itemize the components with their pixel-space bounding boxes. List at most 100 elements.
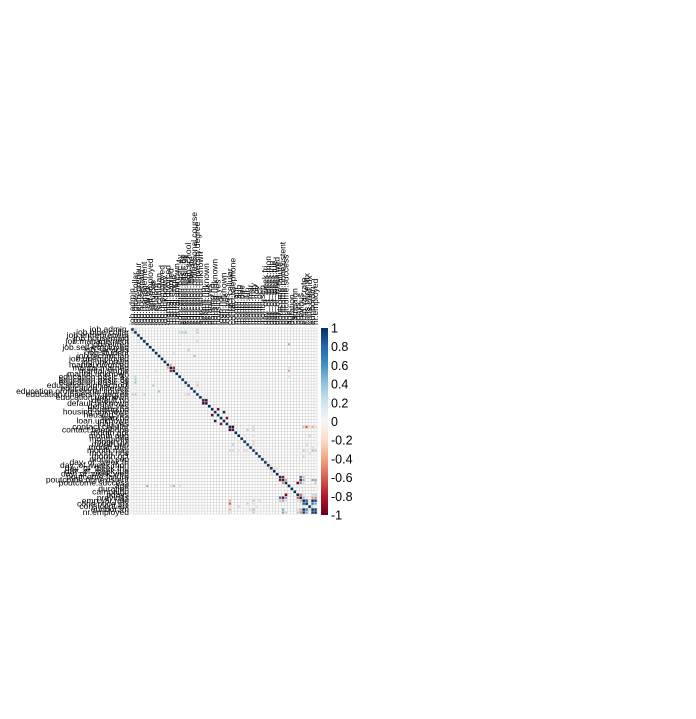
column-label: loan.yes bbox=[222, 293, 232, 325]
heatmap-cell bbox=[204, 401, 208, 405]
colorbar-tick-label: 0 bbox=[331, 415, 338, 429]
heatmap-cell bbox=[249, 446, 253, 450]
heatmap-cell bbox=[196, 340, 199, 343]
heatmap-cell bbox=[264, 464, 267, 466]
heatmap-cell bbox=[145, 342, 149, 346]
column-label: education.basic.4y bbox=[174, 254, 184, 325]
heatmap-cell bbox=[246, 449, 249, 452]
heatmap-cell bbox=[187, 393, 190, 396]
column-label: job.management bbox=[139, 261, 149, 326]
heatmap-cell bbox=[252, 503, 255, 505]
column-label: education.professional.course bbox=[189, 212, 199, 325]
heatmap-cell bbox=[284, 481, 288, 485]
heatmap-cell bbox=[284, 496, 288, 499]
heatmap-cell bbox=[181, 378, 185, 382]
heatmap-cell bbox=[269, 466, 273, 470]
column-label: contact.telephone bbox=[227, 258, 237, 325]
heatmap-cell bbox=[169, 363, 172, 366]
heatmap-cell bbox=[285, 499, 287, 502]
heatmap-cell bbox=[302, 508, 306, 512]
heatmap-cell bbox=[134, 393, 137, 396]
row-label: month.jun bbox=[92, 439, 130, 449]
heatmap-cell bbox=[285, 511, 287, 514]
column-label: marital.divorced bbox=[163, 265, 173, 325]
heatmap-cell bbox=[278, 496, 282, 499]
heatmap-cell bbox=[288, 369, 290, 372]
heatmap-cell bbox=[238, 441, 240, 443]
row-label: poutcome.nonexistent bbox=[46, 475, 130, 485]
row-label: default.unknown bbox=[67, 398, 129, 408]
heatmap-cell bbox=[282, 481, 285, 485]
heatmap-cell bbox=[178, 485, 181, 487]
heatmap-cell bbox=[302, 502, 306, 505]
heatmap-cell bbox=[311, 508, 315, 512]
row-label: job.technician bbox=[76, 351, 129, 361]
column-label: marital.single bbox=[168, 275, 178, 325]
heatmap-cell bbox=[193, 390, 196, 393]
column-label: job.student bbox=[151, 283, 161, 326]
column-label: duration bbox=[287, 294, 297, 325]
heatmap-cell bbox=[303, 505, 305, 508]
heatmap-cell bbox=[284, 493, 288, 497]
colorbar-tick-label: -0.4 bbox=[331, 452, 353, 466]
column-label: job.unknown bbox=[160, 277, 170, 326]
heatmap-cell bbox=[314, 449, 317, 452]
row-label: job.services bbox=[83, 345, 129, 355]
heatmap-cell bbox=[297, 499, 299, 502]
heatmap-cell bbox=[302, 476, 305, 479]
row-label: duration bbox=[98, 484, 129, 494]
heatmap-cell bbox=[305, 443, 308, 446]
colorbar-tick-label: 0.4 bbox=[331, 378, 348, 392]
heatmap-cell bbox=[314, 479, 317, 482]
heatmap-cell bbox=[311, 502, 314, 505]
column-label: job.admin. bbox=[127, 286, 137, 326]
row-label: day_of_week.fri bbox=[69, 457, 129, 467]
colorbar-tick-label: 0.6 bbox=[331, 359, 348, 373]
heatmap-cell bbox=[314, 511, 317, 514]
heatmap-cell bbox=[296, 496, 299, 499]
column-label: month.oct bbox=[254, 287, 264, 325]
heatmap-cell bbox=[302, 496, 305, 499]
heatmap-cell bbox=[201, 401, 205, 405]
heatmap-cell bbox=[282, 508, 285, 511]
heatmap-cell bbox=[296, 493, 300, 497]
heatmap-cell bbox=[151, 348, 155, 352]
colorbar-tick-label: -0.6 bbox=[331, 471, 353, 485]
column-label: poutcome.failure bbox=[275, 262, 285, 325]
column-label: day_of_week.thu bbox=[266, 260, 276, 325]
heatmap-cell bbox=[314, 496, 317, 499]
column-label: poutcome.success bbox=[281, 255, 291, 325]
heatmap-cell bbox=[234, 431, 238, 435]
heatmap-cell bbox=[311, 446, 314, 449]
column-label: housing.no bbox=[207, 283, 217, 325]
column-label: month.jun bbox=[242, 287, 252, 325]
column-label: education.basic.9y bbox=[180, 254, 190, 325]
heatmap-cell bbox=[282, 511, 285, 514]
heatmap-cell bbox=[216, 413, 220, 417]
heatmap-cell bbox=[302, 455, 305, 458]
heatmap-cell bbox=[311, 449, 314, 452]
heatmap-cell bbox=[146, 484, 149, 487]
row-label: previous bbox=[97, 492, 129, 502]
heatmap-cell bbox=[163, 360, 167, 364]
row-label: month.apr bbox=[91, 427, 129, 437]
heatmap-cell bbox=[228, 425, 232, 429]
heatmap-cell bbox=[169, 369, 173, 373]
row-label: housing.yes bbox=[84, 410, 129, 420]
heatmap-cell bbox=[305, 425, 308, 429]
heatmap-cell bbox=[133, 330, 137, 334]
heatmap-cell bbox=[169, 366, 173, 370]
heatmap-cell bbox=[240, 437, 244, 441]
heatmap-cell bbox=[204, 398, 208, 402]
heatmap-cell bbox=[314, 499, 317, 503]
heatmap-cell bbox=[287, 484, 291, 488]
heatmap-cell bbox=[311, 479, 314, 482]
column-label: month.aug bbox=[233, 285, 243, 325]
row-label: emp.var.rate bbox=[82, 495, 130, 505]
colorbar-tick-label: 0.2 bbox=[331, 396, 348, 410]
heatmap-cell bbox=[131, 331, 134, 334]
row-label: education.basic.6y bbox=[59, 374, 130, 384]
heatmap-cell bbox=[311, 511, 315, 514]
column-label: month.may bbox=[248, 282, 258, 325]
